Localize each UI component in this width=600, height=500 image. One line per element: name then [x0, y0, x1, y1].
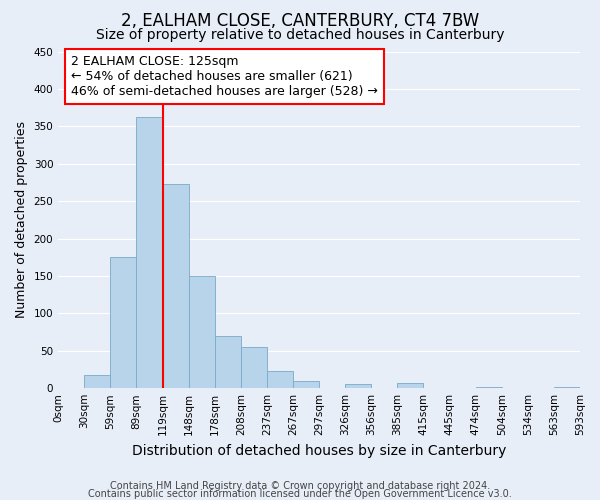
Bar: [163, 184, 188, 388]
Text: 2, EALHAM CLOSE, CANTERBURY, CT4 7BW: 2, EALHAM CLOSE, CANTERBURY, CT4 7BW: [121, 12, 479, 30]
Bar: [293, 382, 319, 388]
Bar: [188, 276, 215, 388]
Bar: [397, 383, 424, 388]
Bar: [215, 336, 241, 388]
Text: Size of property relative to detached houses in Canterbury: Size of property relative to detached ho…: [96, 28, 504, 42]
Bar: [345, 384, 371, 388]
Bar: [241, 347, 267, 388]
X-axis label: Distribution of detached houses by size in Canterbury: Distribution of detached houses by size …: [132, 444, 506, 458]
Text: Contains HM Land Registry data © Crown copyright and database right 2024.: Contains HM Land Registry data © Crown c…: [110, 481, 490, 491]
Bar: [84, 374, 110, 388]
Y-axis label: Number of detached properties: Number of detached properties: [15, 122, 28, 318]
Text: Contains public sector information licensed under the Open Government Licence v3: Contains public sector information licen…: [88, 489, 512, 499]
Bar: [267, 371, 293, 388]
Bar: [136, 116, 163, 388]
Text: 2 EALHAM CLOSE: 125sqm
← 54% of detached houses are smaller (621)
46% of semi-de: 2 EALHAM CLOSE: 125sqm ← 54% of detached…: [71, 55, 378, 98]
Bar: [110, 256, 136, 388]
